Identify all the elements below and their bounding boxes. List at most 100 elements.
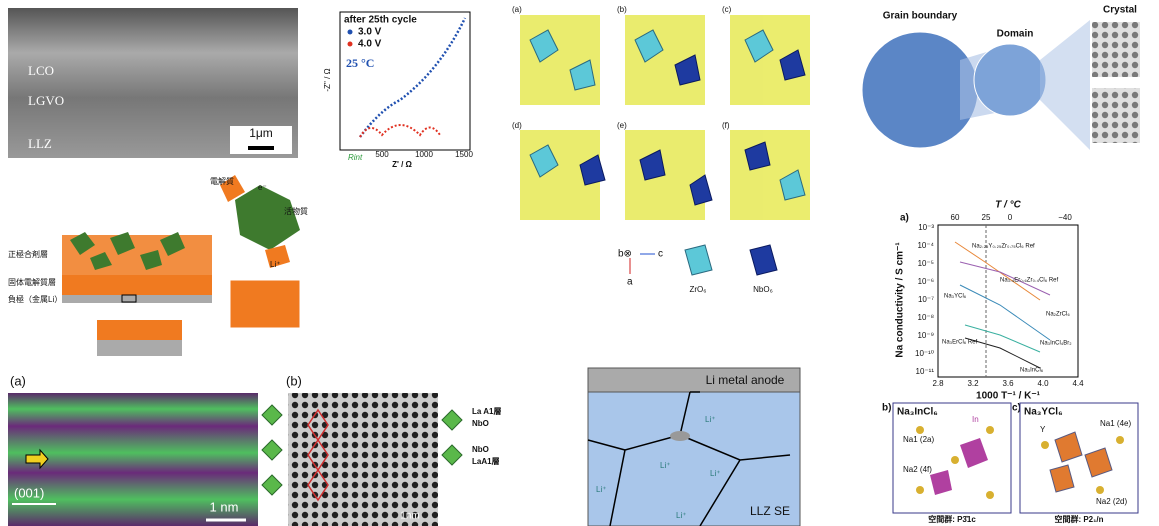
legend-title: after 25th cycle: [344, 15, 417, 26]
legend-icon: [685, 245, 712, 275]
stem-panel: (a) (001) 1 nm: [8, 373, 282, 526]
microstructure-panel: Grain boundary Domain Crystal: [862, 5, 1140, 150]
site-label: Y: [1040, 425, 1046, 434]
legend-entry: 3.0 V: [358, 27, 382, 38]
legend-entry: 4.0 V: [358, 39, 382, 50]
axis-label: a: [627, 277, 633, 288]
interface-panel: Li metal anode LLZ SE Li⁺ Li⁺ Li⁺ Li⁺ Li…: [588, 368, 800, 526]
series-label: Na₃ErCl₆ Ref: [942, 340, 978, 346]
series-label: Na₃.₄Er₀.₆Zr₀.₄Cl₆ Ref: [1000, 278, 1058, 284]
site-label: Na2 (4f): [903, 465, 932, 474]
label: 負極（金属Li）: [8, 294, 62, 304]
crystal-title: Na₃InCl₆: [897, 407, 938, 418]
electrolyte-layer: [62, 275, 212, 295]
panel-label: a): [900, 213, 909, 224]
top-tick-label: 0: [1008, 213, 1013, 222]
label: Crystal: [1103, 5, 1137, 16]
crystal: [1092, 22, 1140, 77]
scale: 1 nm: [210, 499, 239, 514]
y-tick-label: 10⁻⁸: [918, 313, 935, 322]
label: e⁻: [258, 183, 267, 192]
anode: [62, 295, 212, 303]
x-label: 1000 T⁻¹ / K⁻¹: [976, 391, 1041, 402]
label: 活物質: [284, 206, 308, 216]
zoom-electrolyte: [97, 320, 182, 340]
panel-label: (d): [512, 121, 522, 130]
label: Grain boundary: [883, 11, 958, 22]
y-tick-label: 10⁻¹⁰: [915, 349, 934, 358]
y-tick-label: 10⁻¹¹: [916, 367, 935, 376]
y-tick-label: 10⁻⁷: [918, 295, 934, 304]
series-label: Na₃InCl₄Br₂: [1040, 341, 1072, 347]
space-group: 空間群: P2₁/n: [1054, 514, 1103, 524]
layer-label: NbO: [472, 419, 489, 428]
series-label: Na₂.₂₅Y₀.₂₅Zr₀.₇₅Cl₆ Ref: [972, 244, 1035, 250]
label: Domain: [997, 29, 1034, 40]
octahedron: [930, 470, 952, 495]
label: 正極合剤層: [8, 249, 48, 259]
axis-label: c: [658, 249, 663, 260]
top-tick-label: 60: [951, 213, 960, 222]
scale-bar: [248, 146, 274, 150]
layer-label: NbO: [472, 445, 489, 454]
ion: Li⁺: [710, 469, 720, 478]
panel-label: (e): [617, 121, 627, 130]
legend-dot: [348, 30, 353, 35]
scale: 1nm: [400, 511, 419, 522]
series-label: Na₃InCl₆: [1020, 368, 1044, 374]
sem-panel: LCO LGVO LLZ 1μm: [8, 8, 298, 158]
ion: Li⁺: [705, 415, 715, 424]
y-tick-label: 10⁻⁴: [917, 241, 934, 250]
x-tick-label: 500: [375, 150, 389, 159]
series-label: Na₃YCl₆: [944, 294, 967, 300]
x-tick-label: 3.2: [967, 379, 979, 388]
site-label: Na1 (2a): [903, 435, 934, 444]
curve: [360, 125, 440, 137]
x-label: Z' / Ω: [392, 160, 412, 169]
site-label: In: [972, 415, 979, 424]
legend-dot: [348, 42, 353, 47]
x-tick-label: 1000: [415, 150, 433, 159]
series-label: Na₂ZrCl₆: [1046, 312, 1070, 318]
y-tick-label: 10⁻⁶: [918, 277, 934, 286]
impedance-panel: after 25th cycle 3.0 V 4.0 V 25 °C -Z'' …: [323, 12, 473, 169]
cell-diagram: 電解質 e⁻ 活物質 Li⁺ 正極合剤層 固体電解質層 負極（金属Li）: [8, 175, 308, 356]
y-label: Na conductivity / S cm⁻¹: [895, 242, 906, 358]
top-tick-label: 25: [982, 213, 991, 222]
label: LLZ: [28, 136, 52, 151]
y-tick-label: 10⁻⁹: [917, 331, 934, 340]
x-tick-label: 2.8: [932, 379, 944, 388]
particle: [235, 185, 300, 250]
panel-label: (b): [617, 5, 627, 14]
legend-entry: ZrO₆: [690, 285, 707, 294]
panel-label: (b): [286, 373, 302, 388]
axis-label: b⊗: [618, 249, 632, 260]
trend: [965, 325, 1040, 352]
void: [670, 431, 690, 441]
ion: Li⁺: [660, 461, 670, 470]
x-tick-label: 1500: [455, 150, 473, 159]
label: Li⁺: [270, 260, 280, 269]
collage: LCO LGVO LLZ 1μm after 25th cycle 3.0 V …: [0, 0, 1159, 526]
site-label: Na1 (4e): [1100, 419, 1131, 428]
x-tick-label: 4.0: [1037, 379, 1049, 388]
label: LLZ SE: [750, 504, 790, 518]
y-tick-label: 10⁻³: [918, 223, 934, 232]
panel-label: (a): [512, 5, 522, 14]
domain: [974, 44, 1046, 116]
panel-label: (c): [722, 5, 732, 14]
label: 電解質: [210, 176, 234, 186]
legend-entry: NbO₆: [753, 285, 773, 294]
panel-label: (a): [10, 373, 26, 388]
crystals-panel: b) Na₃InCl₆ Na1 (2a) Na2 (4f) In 空間群: P3…: [882, 403, 1138, 524]
zoom-grains: [230, 280, 300, 328]
zoom: [1040, 20, 1090, 150]
temperature: 25 °C: [346, 56, 374, 70]
conductivity-panel: a) T / °C 60 25 0 −40 Na conductivity / …: [895, 200, 1084, 402]
trend: [960, 285, 1050, 340]
panel-label: (f): [722, 121, 730, 130]
layer-label: LaA1層: [472, 457, 500, 466]
structures-panel: (a) (b) (c) (d) (e) (f) b⊗ c a ZrO₆ NbO₆: [512, 5, 810, 294]
label: LCO: [28, 63, 54, 78]
x-tick-label: 4.4: [1072, 379, 1084, 388]
